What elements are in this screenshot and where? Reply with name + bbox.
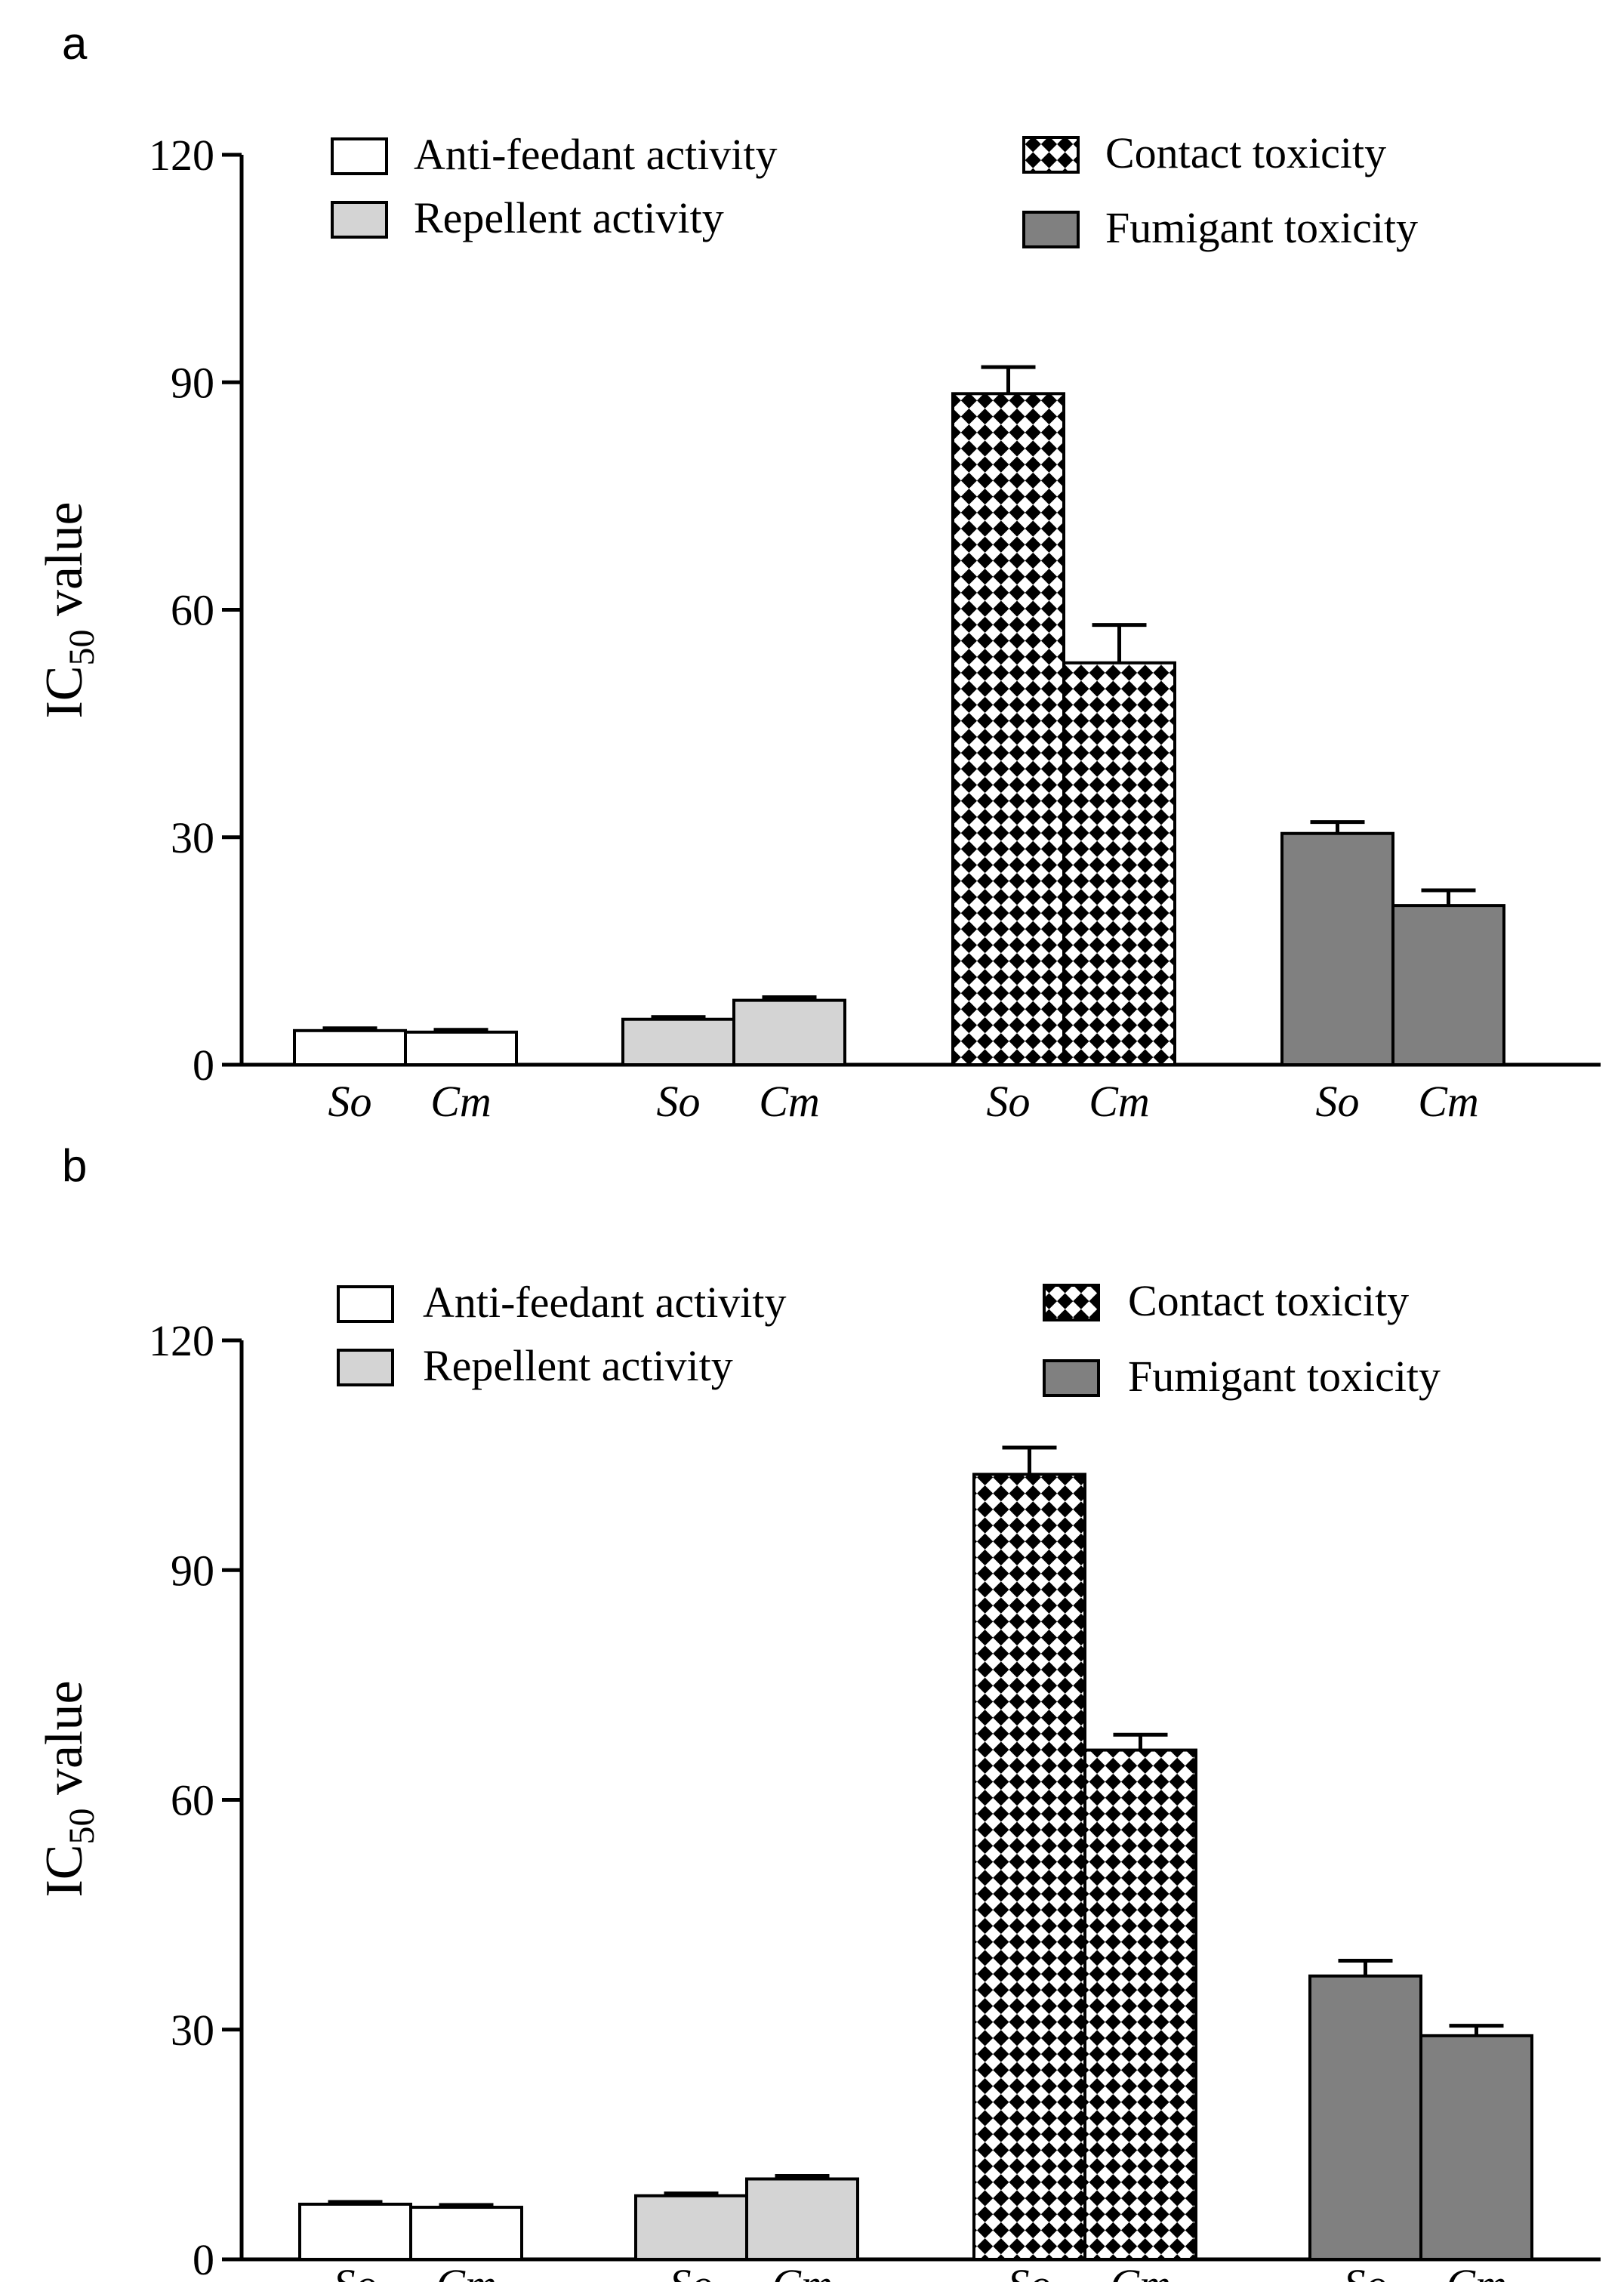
legend-swatch (1022, 136, 1080, 174)
x-category-label: Cm (430, 1077, 492, 1126)
y-axis-title-main: IC (35, 666, 94, 719)
bar-contact-toxicity-so (972, 1473, 1086, 2262)
legend-swatch (1043, 1359, 1100, 1397)
bar-fumigant-toxicity-cm (1419, 2034, 1533, 2261)
bar-repellent-activity-cm (732, 998, 846, 1067)
bar-repellent-activity-so (621, 1017, 735, 1066)
bar-repellent-activity-cm (745, 2177, 859, 2261)
legend-label: Repellent activity (423, 1341, 733, 1390)
bar-anti-feedant-activity-so (298, 2202, 412, 2261)
y-tick-label: 60 (171, 586, 214, 635)
y-axis-title-rest: value (35, 1680, 94, 1808)
bar-fumigant-toxicity-cm (1391, 904, 1505, 1066)
y-tick-label: 0 (193, 2235, 214, 2282)
x-category-label: Cm (1446, 2260, 1507, 2282)
chart-a-svg: a 0 30 60 90 120 IC50 value So Cm So Cm So Cm So Cm Ant… (35, 18, 1601, 1126)
bar-contact-toxicity-cm (1083, 1748, 1197, 2261)
y-tick-label: 60 (171, 1776, 214, 1825)
y-tick-label: 30 (171, 813, 214, 862)
bar-repellent-activity-so (634, 2194, 748, 2262)
bar-anti-feedant-activity-cm (404, 1030, 518, 1066)
y-axis-title-main: IC (35, 1845, 94, 1898)
legend-label: Anti-feedant activity (423, 1278, 787, 1327)
x-category-label: Cm (1110, 2260, 1171, 2282)
y-axis-title: IC50 value (35, 501, 102, 718)
y-axis-title-sub: 50 (62, 1809, 102, 1845)
legend-label: Fumigant toxicity (1105, 203, 1418, 252)
y-tick-label: 90 (171, 1546, 214, 1595)
y-tick-label: 30 (171, 2006, 214, 2055)
legend-label: Contact toxicity (1128, 1276, 1409, 1325)
y-tick-label: 0 (193, 1041, 214, 1090)
x-category-label: So (657, 1077, 701, 1126)
bar-fumigant-toxicity-so (1280, 831, 1394, 1066)
legend-label: Repellent activity (414, 193, 724, 242)
legend-swatch (1022, 211, 1080, 248)
y-axis-title-sub: 50 (62, 630, 102, 666)
x-category-label: Cm (772, 2260, 833, 2282)
y-tick-label: 120 (149, 131, 214, 180)
legend-swatch (1043, 1284, 1100, 1321)
y-tick-label: 120 (149, 1316, 214, 1365)
x-category-label: So (1344, 2260, 1388, 2282)
x-category-label: Cm (759, 1077, 820, 1126)
bar-fumigant-toxicity-so (1308, 1974, 1422, 2261)
legend-swatch (331, 137, 388, 175)
x-category-label: So (1008, 2260, 1052, 2282)
x-category-label: Cm (1089, 1077, 1150, 1126)
y-axis-title: IC50 value (35, 1680, 102, 1897)
chart-panel-a: a 0 30 60 90 120 IC50 value So Cm So Cm So Cm So Cm Ant… (35, 18, 1601, 1126)
bar-anti-feedant-activity-so (293, 1028, 407, 1066)
bar-anti-feedant-activity-cm (409, 2206, 523, 2261)
y-tick-label: 90 (171, 358, 214, 407)
x-category-label: Cm (436, 2260, 497, 2282)
legend-swatch (337, 1285, 394, 1323)
panel-label: a (62, 18, 88, 69)
x-category-label: So (334, 2260, 377, 2282)
x-category-label: So (987, 1077, 1031, 1126)
legend-label: Contact toxicity (1105, 128, 1386, 177)
x-category-label: So (1316, 1077, 1360, 1126)
bar-contact-toxicity-cm (1062, 661, 1176, 1066)
legend-swatch (337, 1349, 394, 1386)
panel-label: b (62, 1140, 87, 1191)
legend-swatch (331, 201, 388, 239)
chart-b-svg: b 0 30 60 90 120 IC50 value So Cm So Cm So Cm So Cm Ant… (35, 1140, 1601, 2282)
x-category-label: So (670, 2260, 713, 2282)
legend-label: Anti-feedant activity (414, 130, 778, 179)
x-category-label: So (328, 1077, 372, 1126)
y-axis-title-rest: value (35, 501, 94, 629)
bar-contact-toxicity-so (951, 392, 1065, 1066)
legend-label: Fumigant toxicity (1128, 1352, 1441, 1401)
x-category-label: Cm (1418, 1077, 1479, 1126)
chart-panel-b: b 0 30 60 90 120 IC50 value So Cm So Cm So Cm So Cm Ant… (0, 1140, 1624, 2282)
